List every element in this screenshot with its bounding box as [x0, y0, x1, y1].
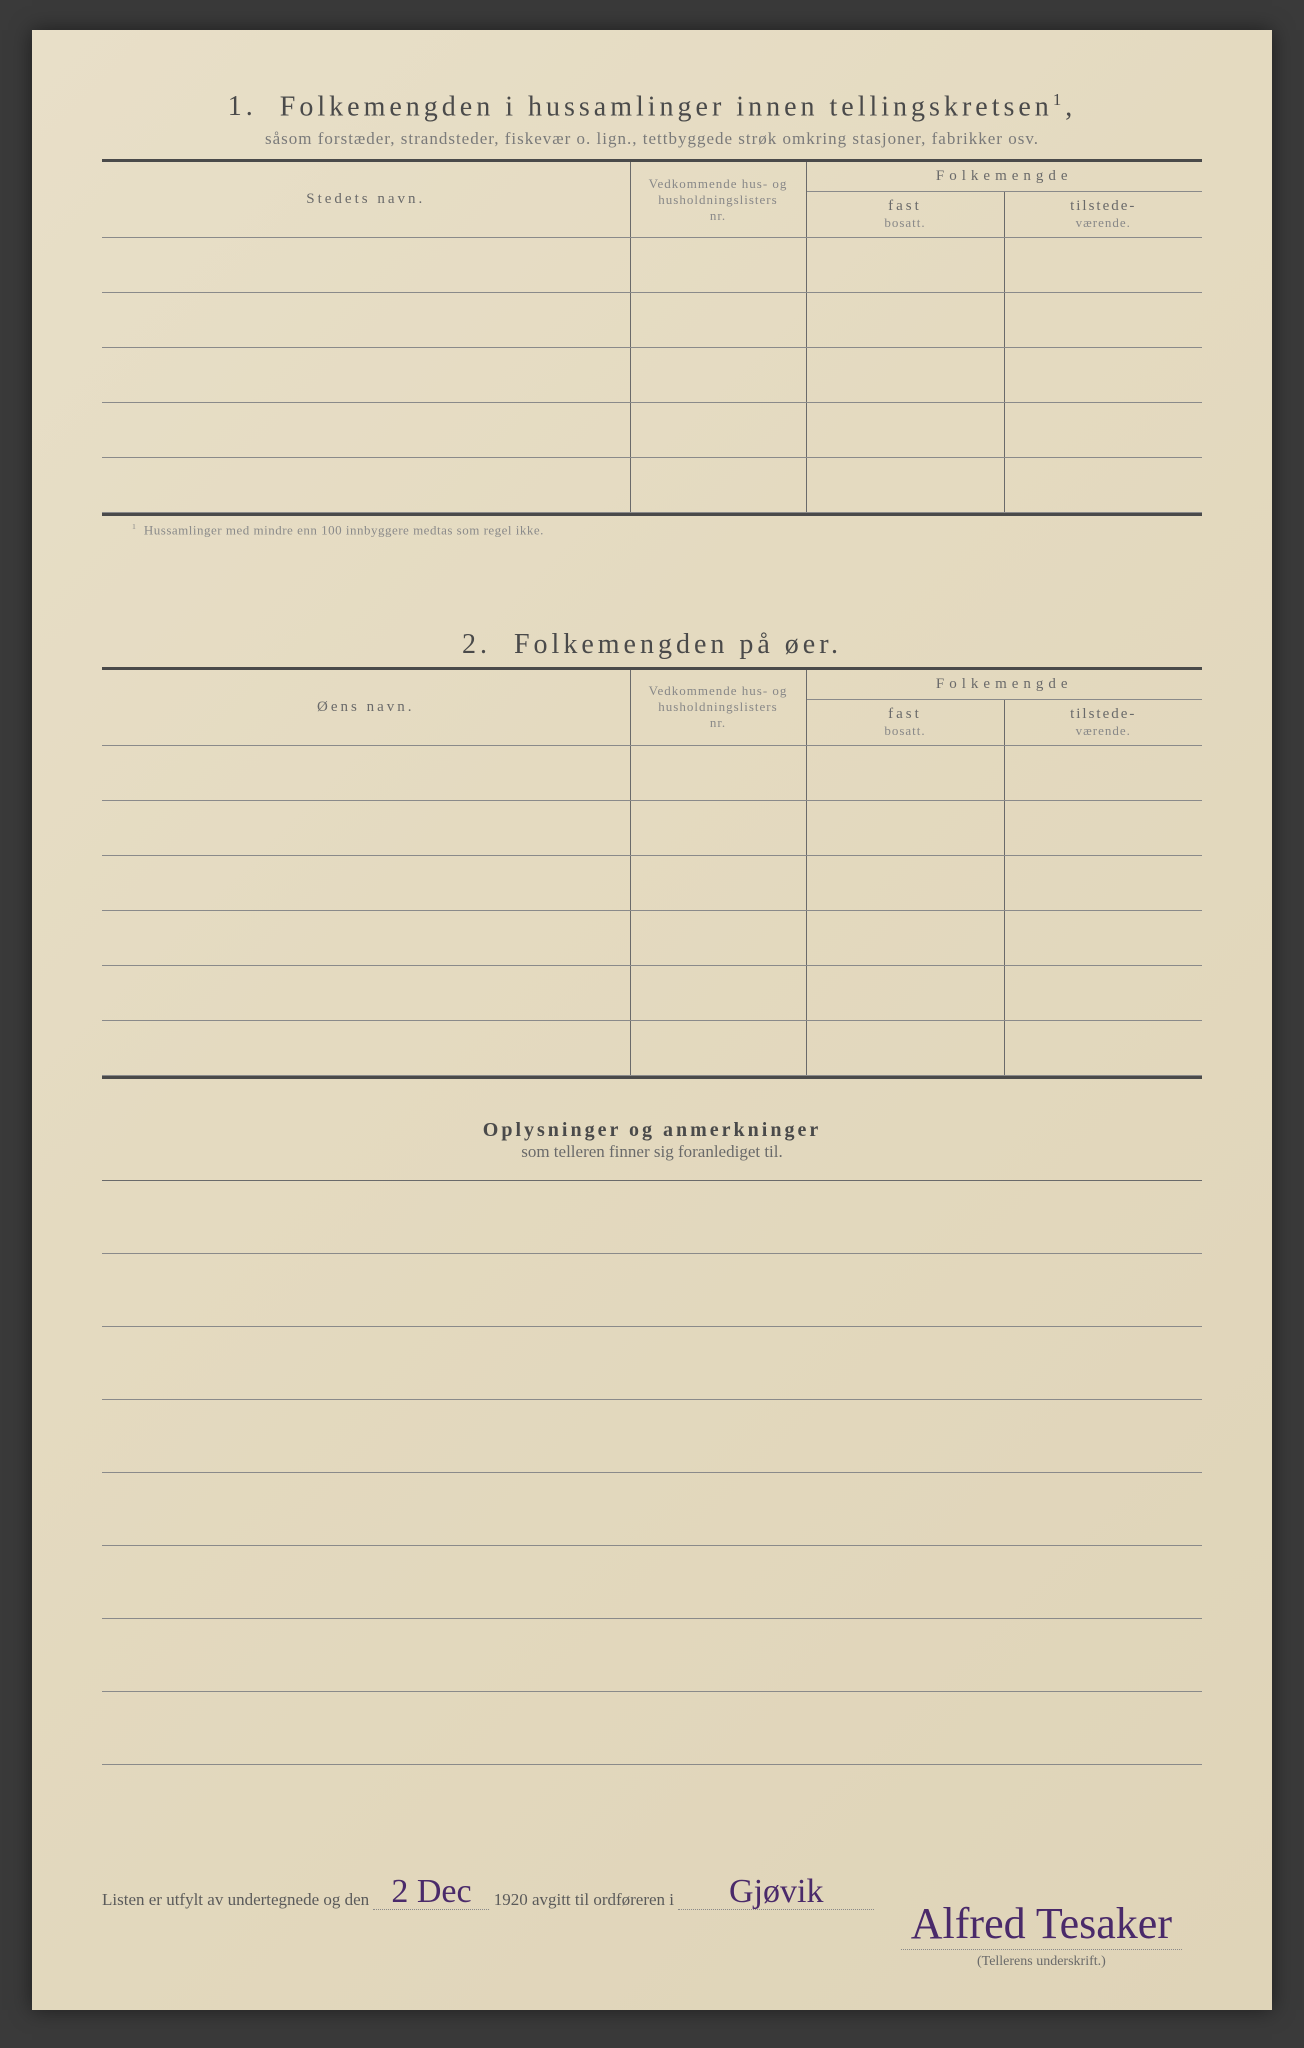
section1-header-fast: fast bosatt.: [806, 192, 1004, 238]
signature-place: Gjøvik: [678, 1875, 874, 1910]
signature-prefix: Listen er utfylt av undertegnede og den: [102, 1890, 369, 1910]
table-row: [102, 458, 1202, 513]
section1-header-husnr: Vedkommende hus- og husholdningslisters …: [630, 162, 806, 238]
section2-number: 2.: [462, 629, 491, 660]
section1-subtitle: såsom forstæder, strandsteder, fiskevær …: [102, 129, 1202, 149]
table-row: [102, 800, 1202, 855]
table-row: [102, 293, 1202, 348]
remarks-title: Oplysninger og anmerkninger: [102, 1119, 1202, 1142]
signature-caption: (Tellerens underskrift.): [901, 1954, 1182, 1970]
section1-header-folkemengde: Folkemengde: [806, 162, 1202, 192]
signature-name: Alfred Tesaker: [901, 1898, 1182, 1950]
signature-date: 2 Dec: [373, 1875, 489, 1910]
table-row: [102, 348, 1202, 403]
section2-header-husnr: Vedkommende hus- og husholdningslisters …: [630, 670, 806, 746]
section2-rule-bottom: [102, 1076, 1202, 1079]
remarks-line: [102, 1400, 1202, 1473]
section2-header-fast: fast bosatt.: [806, 699, 1004, 745]
remarks-line: [102, 1327, 1202, 1400]
section1-footnote: 1 Hussamlinger med mindre enn 100 innbyg…: [132, 522, 1202, 538]
section1-table: Stedets navn. Vedkommende hus- og hushol…: [102, 162, 1202, 513]
section1-number: 1.: [228, 91, 257, 122]
remarks-area: [102, 1181, 1202, 1765]
section2-table: Øens navn. Vedkommende hus- og husholdni…: [102, 670, 1202, 1076]
remarks-line: [102, 1473, 1202, 1546]
section2-title-text: Folkemengden på øer.: [514, 629, 842, 660]
section1-title-text: Folkemengden i hussamlinger innen tellin…: [280, 91, 1053, 122]
remarks-subtitle: som telleren finner sig foranlediget til…: [102, 1142, 1202, 1162]
section1-header-tilstede: tilstede- værende.: [1004, 192, 1202, 238]
table-row: [102, 238, 1202, 293]
signature-year: 1920: [494, 1890, 528, 1910]
section1-header-name: Stedets navn.: [102, 162, 630, 238]
table-row: [102, 745, 1202, 800]
section1-rule-bottom: [102, 513, 1202, 516]
remarks-line: [102, 1254, 1202, 1327]
section2-header-tilstede: tilstede- værende.: [1004, 699, 1202, 745]
remarks-line: [102, 1181, 1202, 1254]
census-form-page: 1. Folkemengden i hussamlinger innen tel…: [32, 30, 1272, 2010]
table-row: [102, 403, 1202, 458]
signature-block: Alfred Tesaker (Tellerens underskrift.): [901, 1898, 1182, 1970]
section2-header-folkemengde: Folkemengde: [806, 670, 1202, 700]
section2-title: 2. Folkemengden på øer.: [102, 629, 1202, 661]
signature-mid: avgitt til ordføreren i: [532, 1890, 674, 1910]
section1-sup: 1: [1053, 90, 1065, 109]
remarks-line: [102, 1546, 1202, 1619]
table-row: [102, 965, 1202, 1020]
section1-title: 1. Folkemengden i hussamlinger innen tel…: [102, 90, 1202, 123]
table-row: [102, 1020, 1202, 1075]
remarks-line: [102, 1619, 1202, 1692]
table-row: [102, 910, 1202, 965]
section2-header-name: Øens navn.: [102, 670, 630, 746]
remarks-line: [102, 1692, 1202, 1765]
table-row: [102, 855, 1202, 910]
